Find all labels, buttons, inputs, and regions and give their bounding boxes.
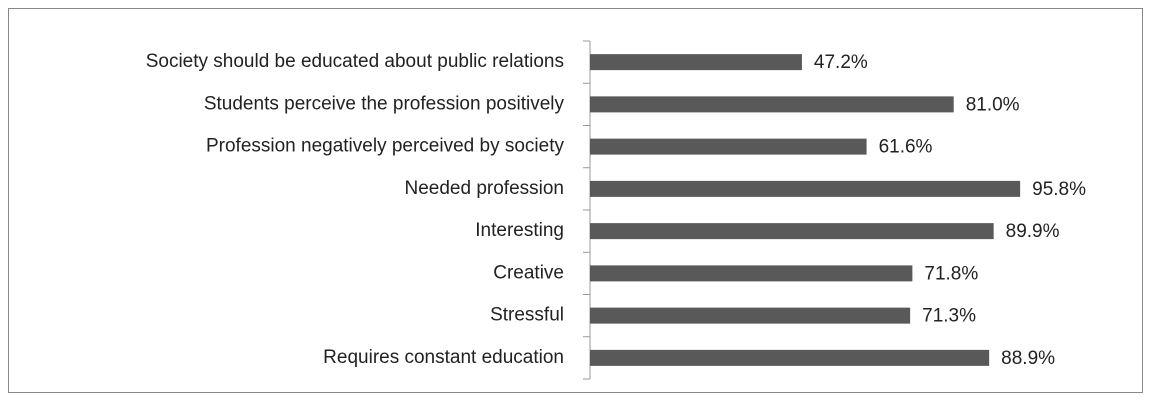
- category-label: Interesting: [475, 220, 564, 241]
- category-label: Requires constant education: [323, 347, 564, 368]
- bar: [590, 223, 994, 240]
- bar: [590, 307, 911, 324]
- bar: [590, 138, 867, 155]
- chart-border: [8, 8, 1143, 393]
- value-label: 81.0%: [966, 94, 1020, 115]
- category-label: Needed profession: [405, 178, 565, 199]
- value-label: 88.9%: [1001, 348, 1055, 369]
- value-label: 89.9%: [1006, 221, 1060, 242]
- category-label: Students perceive the profession positiv…: [204, 93, 565, 114]
- bar: [590, 349, 990, 366]
- category-label: Creative: [493, 262, 564, 283]
- bar: [590, 265, 913, 282]
- category-label: Society should be educated about public …: [146, 51, 564, 72]
- value-label: 95.8%: [1032, 179, 1086, 200]
- bar: [590, 54, 802, 71]
- category-label: Profession negatively perceived by socie…: [206, 136, 565, 157]
- value-label: 71.8%: [924, 263, 978, 284]
- value-label: 71.3%: [922, 306, 976, 327]
- bar: [590, 96, 954, 113]
- value-label: 47.2%: [814, 52, 868, 73]
- bar: [590, 180, 1021, 197]
- category-label: Stressful: [490, 305, 564, 326]
- value-label: 61.6%: [879, 137, 933, 158]
